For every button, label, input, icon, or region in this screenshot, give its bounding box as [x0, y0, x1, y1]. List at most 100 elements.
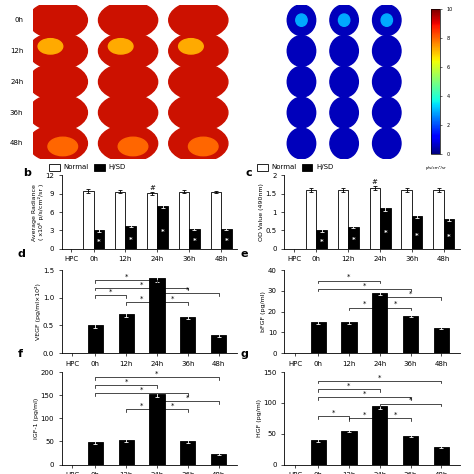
- Circle shape: [48, 137, 78, 155]
- Bar: [180, 317, 195, 353]
- Circle shape: [169, 64, 228, 100]
- Text: *: *: [171, 402, 174, 409]
- Bar: [118, 314, 134, 353]
- Circle shape: [169, 125, 228, 162]
- Circle shape: [330, 66, 358, 97]
- Text: 12h: 12h: [10, 48, 23, 54]
- Circle shape: [373, 5, 401, 36]
- Text: *: *: [155, 371, 159, 377]
- Circle shape: [373, 97, 401, 128]
- Bar: [49, 164, 60, 171]
- Text: *: *: [393, 301, 397, 307]
- Text: *: *: [363, 301, 366, 307]
- Bar: [115, 192, 126, 249]
- Circle shape: [28, 2, 87, 39]
- Text: *: *: [140, 402, 143, 409]
- Text: *: *: [363, 412, 366, 418]
- Circle shape: [38, 39, 63, 54]
- Text: *: *: [409, 291, 412, 297]
- Circle shape: [330, 128, 358, 159]
- Bar: [401, 190, 412, 249]
- Text: *: *: [186, 287, 190, 293]
- Bar: [310, 322, 326, 353]
- Circle shape: [330, 97, 358, 128]
- Text: *: *: [97, 238, 100, 245]
- Text: *: *: [320, 238, 323, 245]
- Text: *: *: [347, 274, 351, 280]
- Text: 36h: 36h: [10, 109, 23, 116]
- Bar: [221, 229, 232, 249]
- Bar: [118, 440, 134, 465]
- Circle shape: [169, 2, 228, 39]
- Text: Normal: Normal: [64, 164, 89, 170]
- Text: *: *: [125, 273, 128, 280]
- Bar: [88, 326, 103, 353]
- Text: *: *: [186, 394, 190, 400]
- Y-axis label: Average Radiance
( x10⁶ p/s/cm²/sr ): Average Radiance ( x10⁶ p/s/cm²/sr ): [32, 184, 44, 240]
- Bar: [88, 442, 103, 465]
- Circle shape: [338, 14, 350, 26]
- Circle shape: [99, 33, 158, 69]
- Circle shape: [169, 33, 228, 69]
- Text: *: *: [125, 379, 128, 384]
- Bar: [180, 441, 195, 465]
- Text: #: #: [149, 184, 155, 191]
- Bar: [403, 436, 418, 465]
- Circle shape: [28, 125, 87, 162]
- Bar: [149, 279, 164, 353]
- Bar: [93, 230, 104, 249]
- Circle shape: [330, 36, 358, 66]
- Bar: [403, 316, 418, 353]
- Text: *: *: [409, 397, 412, 403]
- Bar: [316, 230, 327, 249]
- Bar: [211, 455, 226, 465]
- Bar: [149, 394, 164, 465]
- Text: b: b: [23, 168, 31, 178]
- Circle shape: [99, 94, 158, 131]
- Text: *: *: [332, 410, 335, 416]
- Bar: [434, 328, 449, 353]
- Text: c: c: [246, 168, 253, 178]
- Y-axis label: bFGF (pg/ml): bFGF (pg/ml): [261, 291, 266, 332]
- Circle shape: [99, 125, 158, 162]
- Text: e: e: [240, 249, 248, 259]
- Circle shape: [373, 66, 401, 97]
- Circle shape: [189, 137, 218, 155]
- Bar: [147, 193, 157, 249]
- Text: *: *: [109, 289, 112, 295]
- Circle shape: [296, 14, 307, 26]
- Text: g: g: [240, 349, 248, 359]
- Text: 24h: 24h: [10, 79, 23, 85]
- Text: *: *: [363, 283, 366, 288]
- Text: *: *: [129, 237, 132, 243]
- Circle shape: [28, 33, 87, 69]
- Bar: [370, 188, 380, 249]
- Bar: [380, 209, 391, 249]
- Y-axis label: IGF-1 (pg/ml): IGF-1 (pg/ml): [34, 398, 39, 439]
- Text: *: *: [383, 230, 387, 236]
- Bar: [179, 192, 189, 249]
- Circle shape: [287, 128, 316, 159]
- Text: #: #: [372, 179, 378, 185]
- Text: *: *: [415, 233, 419, 238]
- Text: *: *: [140, 386, 143, 392]
- Y-axis label: VEGF (pg/ml×10²): VEGF (pg/ml×10²): [36, 283, 41, 340]
- Circle shape: [28, 64, 87, 100]
- Circle shape: [179, 39, 203, 54]
- Bar: [372, 293, 387, 353]
- Text: p/s/cm²/sr: p/s/cm²/sr: [425, 165, 446, 170]
- Y-axis label: HGF (pg/ml): HGF (pg/ml): [257, 399, 262, 438]
- Bar: [94, 164, 104, 171]
- Text: *: *: [140, 282, 143, 287]
- Text: H/SD: H/SD: [317, 164, 334, 170]
- Text: *: *: [140, 296, 143, 302]
- Bar: [348, 227, 359, 249]
- Circle shape: [118, 137, 148, 155]
- Circle shape: [330, 5, 358, 36]
- Bar: [302, 164, 312, 171]
- Circle shape: [373, 128, 401, 159]
- Bar: [337, 190, 348, 249]
- Bar: [306, 190, 316, 249]
- Text: *: *: [352, 237, 355, 243]
- Bar: [341, 430, 357, 465]
